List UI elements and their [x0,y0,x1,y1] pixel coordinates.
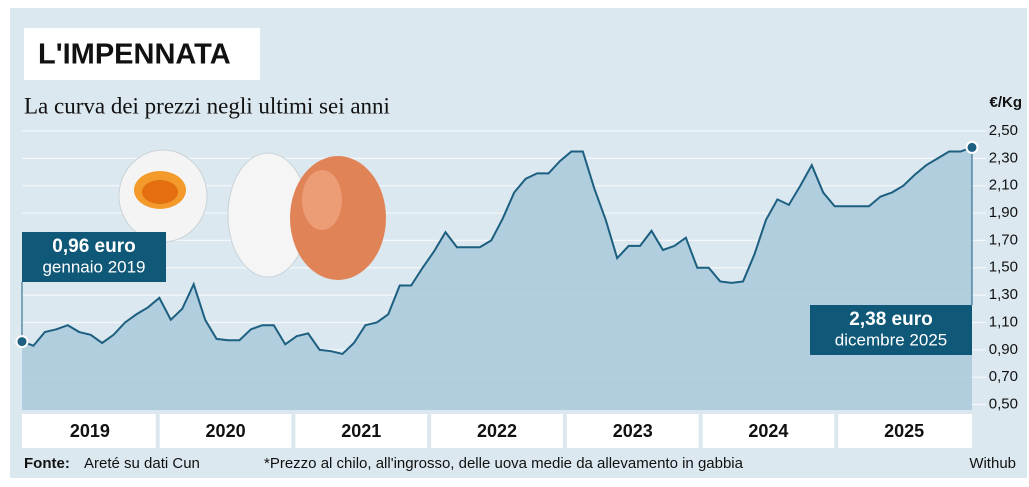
y-tick-label: 2,10 [989,177,1018,194]
x-tick-label: 2020 [206,421,246,441]
annotation-value: 2,38 euro [849,309,932,330]
y-tick-label: 2,30 [989,149,1018,166]
source-label: Fonte: [24,455,70,472]
note: *Prezzo al chilo, all'ingrosso, delle uo… [264,455,744,472]
y-tick-label: 0,90 [989,341,1018,358]
y-tick-label: 1,50 [989,259,1018,276]
subtitle: La curva dei prezzi negli ultimi sei ann… [24,93,390,118]
x-tick-label: 2025 [884,421,924,441]
y-tick-label: 1,10 [989,313,1018,330]
x-tick-label: 2022 [477,421,517,441]
annotation-date: dicembre 2025 [835,330,947,349]
x-tick-label: 2024 [748,421,788,441]
y-tick-label: 2,50 [989,122,1018,139]
end-marker [967,142,978,153]
chart: L'IMPENNATA La curva dei prezzi negli ul… [0,0,1029,482]
end-marker [17,336,28,347]
x-tick-label: 2019 [70,421,110,441]
y-tick-label: 1,30 [989,286,1018,303]
source: Areté su dati Cun [84,455,200,472]
y-tick-label: 0,70 [989,368,1018,385]
y-tick-label: 0,50 [989,395,1018,412]
annotation-date: gennaio 2019 [42,257,145,276]
credit: Withub [969,455,1016,472]
x-tick-label: 2023 [613,421,653,441]
y-tick-label: 1,70 [989,231,1018,248]
y-axis-label: €/Kg [989,94,1022,111]
y-tick-label: 1,90 [989,204,1018,221]
chart-title: L'IMPENNATA [38,39,231,71]
x-tick-label: 2021 [341,421,381,441]
annotation-value: 0,96 euro [52,236,135,257]
